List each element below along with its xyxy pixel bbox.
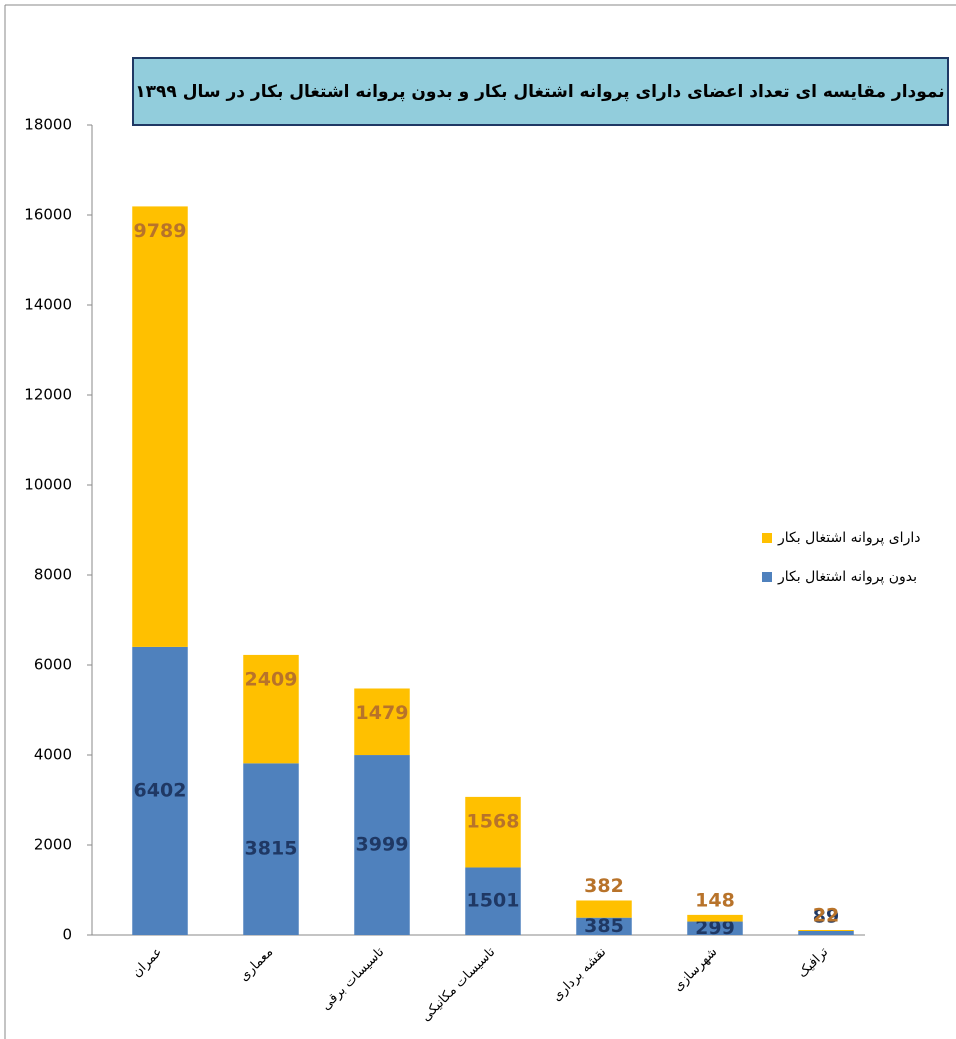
bar-segment [687,921,743,935]
legend-swatch [762,533,772,543]
legend-label: بدون پروانه اشتغال بکار [777,569,917,585]
data-label: 382 [584,875,624,897]
bar-segment [576,900,632,918]
bar-segment [465,867,521,935]
data-label: 3815 [245,838,298,860]
data-label: 148 [695,889,735,911]
bar-segment [354,755,410,935]
data-label: 22 [813,905,839,927]
chart-title: نمودار مقایسه ای تعداد اعضای دارای پروان… [135,82,944,102]
data-label: 9789 [134,220,187,242]
y-tick-label: 8000 [34,566,72,584]
data-label: 385 [584,915,624,937]
x-tick-label: تاسیسات مکانیکی [418,944,498,1024]
bar-segment [243,654,299,764]
x-tick-label: عمران [130,945,166,981]
legend-swatch [762,572,772,582]
y-tick-label: 0 [62,926,72,944]
x-tick-label: نقشه برداری [550,945,610,1005]
data-label: 1501 [467,890,520,912]
data-label: 3999 [356,834,409,856]
y-tick-label: 16000 [24,206,72,224]
bar-segment [798,930,854,931]
title-box [132,57,949,126]
y-tick-label: 6000 [34,656,72,674]
y-tick-label: 14000 [24,296,72,314]
bar-segment [687,914,743,922]
bar-segment [132,206,188,647]
x-tick-label: ترافیک [795,944,831,980]
data-label: 2409 [245,668,298,690]
x-tick-label: معماری [237,945,277,985]
bar-segment [798,930,854,935]
data-label: 299 [695,917,735,939]
bar-segment [132,646,188,935]
y-tick-label: 2000 [34,836,72,854]
bar-segment [354,688,410,756]
data-label: 1479 [356,702,409,724]
data-label: 1568 [467,810,520,832]
bar-segment [243,763,299,935]
x-tick-label: شهرسازی [671,945,721,995]
x-tick-label: تاسیسات برقی [319,944,388,1013]
y-tick-label: 12000 [24,386,72,404]
legend-label: دارای پروانه اشتغال بکار [777,530,920,546]
y-tick-label: 18000 [24,116,72,134]
bar-segment [465,796,521,868]
bar-segment [576,917,632,935]
data-label: 89 [813,905,839,927]
y-tick-label: 10000 [24,476,72,494]
data-label: 6402 [134,779,187,801]
y-tick-label: 4000 [34,746,72,764]
